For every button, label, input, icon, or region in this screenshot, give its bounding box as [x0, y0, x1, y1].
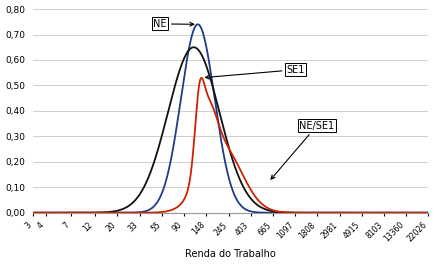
Text: SE1: SE1 — [206, 65, 305, 79]
X-axis label: Renda do Trabalho: Renda do Trabalho — [185, 249, 276, 259]
Text: NE: NE — [154, 19, 194, 29]
Text: NE/SE1: NE/SE1 — [271, 121, 334, 179]
